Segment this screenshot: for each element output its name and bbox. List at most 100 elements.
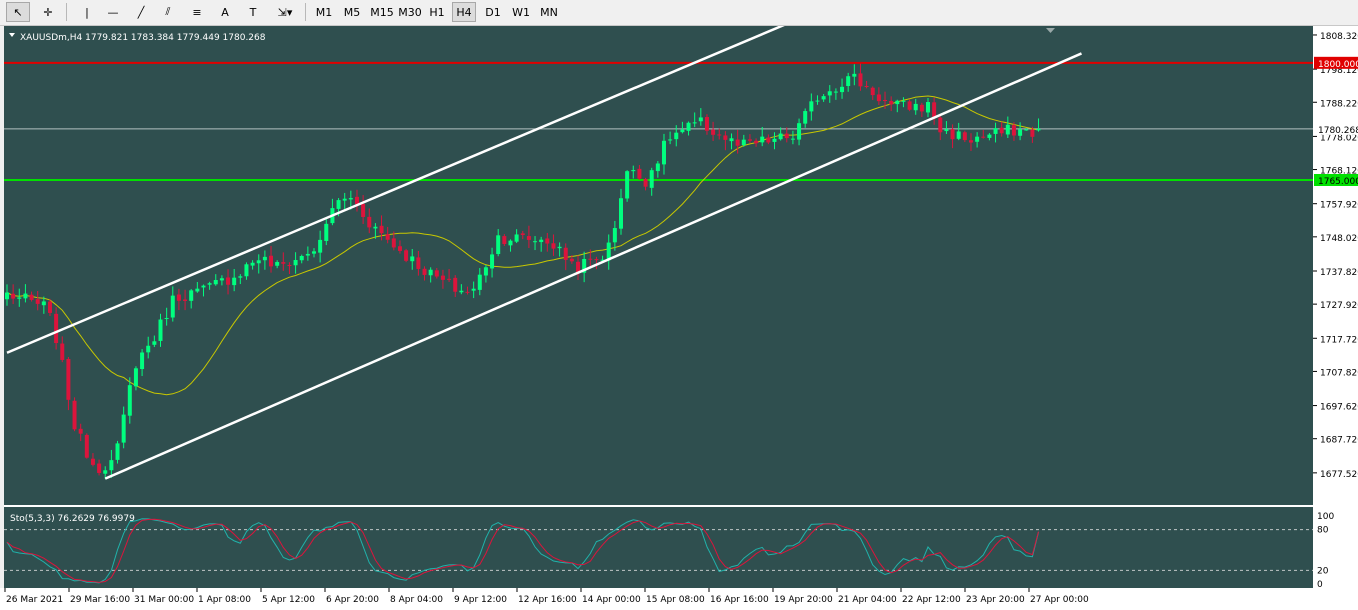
candle [72,397,77,432]
candle [5,284,9,306]
vertical-line-tool-icon[interactable]: | [85,5,89,19]
candle [563,243,568,271]
collapse-triangle-icon[interactable] [9,33,15,37]
candle [158,313,163,347]
candle [821,94,826,102]
candle [778,127,783,141]
candle [803,108,808,128]
candle [576,255,581,280]
time-tick-label: 21 Apr 04:00 [838,595,897,605]
timeframe-h4-button[interactable]: H4 [452,2,476,22]
candle [342,192,347,211]
candle [391,231,396,251]
shift-marker-icon[interactable] [1046,28,1055,33]
chart-window[interactable]: 100 80 20 0 1808.320 1798.120 1788.220 1778.02… [0,26,1358,610]
candle [913,98,918,115]
candle [140,349,145,377]
candle [410,248,415,270]
candle [103,466,108,480]
candle [526,225,531,248]
candle [1030,126,1035,143]
candle [901,97,906,108]
support-price-label-bg [1314,173,1358,186]
candle [533,236,538,251]
candle [809,93,814,121]
candle [956,122,961,141]
price-scale [1313,26,1358,588]
time-tick-label: 15 Apr 08:00 [646,595,705,605]
candle [1011,122,1016,141]
channel-upper-line[interactable] [6,26,799,354]
candle [459,284,464,295]
price-tick-label: 1727.920 [1320,301,1358,311]
candle [318,230,323,263]
price-tick-label: 1748.020 [1320,234,1358,244]
stoch-signal-line[interactable] [6,518,1039,583]
candle [932,97,937,125]
timeframe-m30-button[interactable]: M30 [398,5,422,19]
candle [545,232,550,252]
price-tick-label: 1677.520 [1320,470,1358,480]
timeframe-h1-button[interactable]: H1 [429,5,445,19]
candle [477,268,482,296]
candle [146,336,151,359]
candle [919,102,924,118]
axes: 1808.320 1798.120 1788.220 1778.020 1768.120… [4,32,1358,605]
text-tool-icon[interactable]: A [221,5,229,19]
candle [97,459,102,476]
price-chart[interactable] [4,26,1313,480]
timeframe-w1-button[interactable]: W1 [512,5,530,19]
resistance-price-label: 1800.000 [1318,60,1358,70]
candle [299,254,304,264]
candle [741,134,746,147]
candle [219,275,224,286]
time-tick-label: 16 Apr 16:00 [710,595,769,605]
text-label-tool-icon[interactable]: T [249,5,257,19]
time-tick-label: 31 Mar 00:00 [134,595,194,605]
candle [422,266,427,281]
candle [434,267,439,279]
timeframe-m5-button[interactable]: M5 [343,5,361,19]
timeframe-m15-button[interactable]: M15 [370,5,394,19]
cursor-tool-icon[interactable]: ↖ [6,2,30,22]
candle [827,85,832,103]
price-tick-label: 1788.220 [1320,99,1358,109]
timeframe-d1-button[interactable]: D1 [485,5,501,19]
timeframe-mn-button[interactable]: MN [540,5,558,19]
time-tick-label: 23 Apr 20:00 [966,595,1025,605]
arrows-tool-icon[interactable]: ⇲▾ [277,5,293,19]
candle [723,131,728,151]
candle [183,289,188,311]
trendline-tool-icon[interactable]: ╱ [137,5,145,19]
resistance-price-label-bg [1314,56,1358,69]
candle [361,195,366,225]
candle [1005,116,1010,139]
channel-lower-line[interactable] [104,52,1082,480]
moving-average-line[interactable] [6,95,1039,396]
candle [29,291,34,302]
candle [41,296,46,314]
crosshair-tool-icon[interactable]: ✛ [43,5,53,19]
candle [569,255,574,264]
stochastic-indicator[interactable]: 100 80 20 0 [4,512,1334,590]
candle [428,267,433,283]
candle [981,129,986,139]
candle [164,307,169,326]
candle [440,269,445,289]
candle [115,440,120,464]
candle [711,121,716,142]
candle [385,226,390,244]
candle [883,91,888,109]
equidistant-channel-tool-icon[interactable]: ⫽ [165,5,171,18]
candle [238,274,243,285]
price-tick-label: 1707.820 [1320,368,1358,378]
horizontal-line-tool-icon[interactable]: — [107,5,119,19]
candle [704,114,709,135]
candle [754,138,759,147]
fibonacci-tool-icon[interactable]: ≡ [192,5,202,19]
timeframe-m1-button[interactable]: M1 [315,5,333,19]
candle [11,284,16,305]
candle [213,274,218,286]
candle [840,78,845,99]
time-scale [0,588,1358,610]
